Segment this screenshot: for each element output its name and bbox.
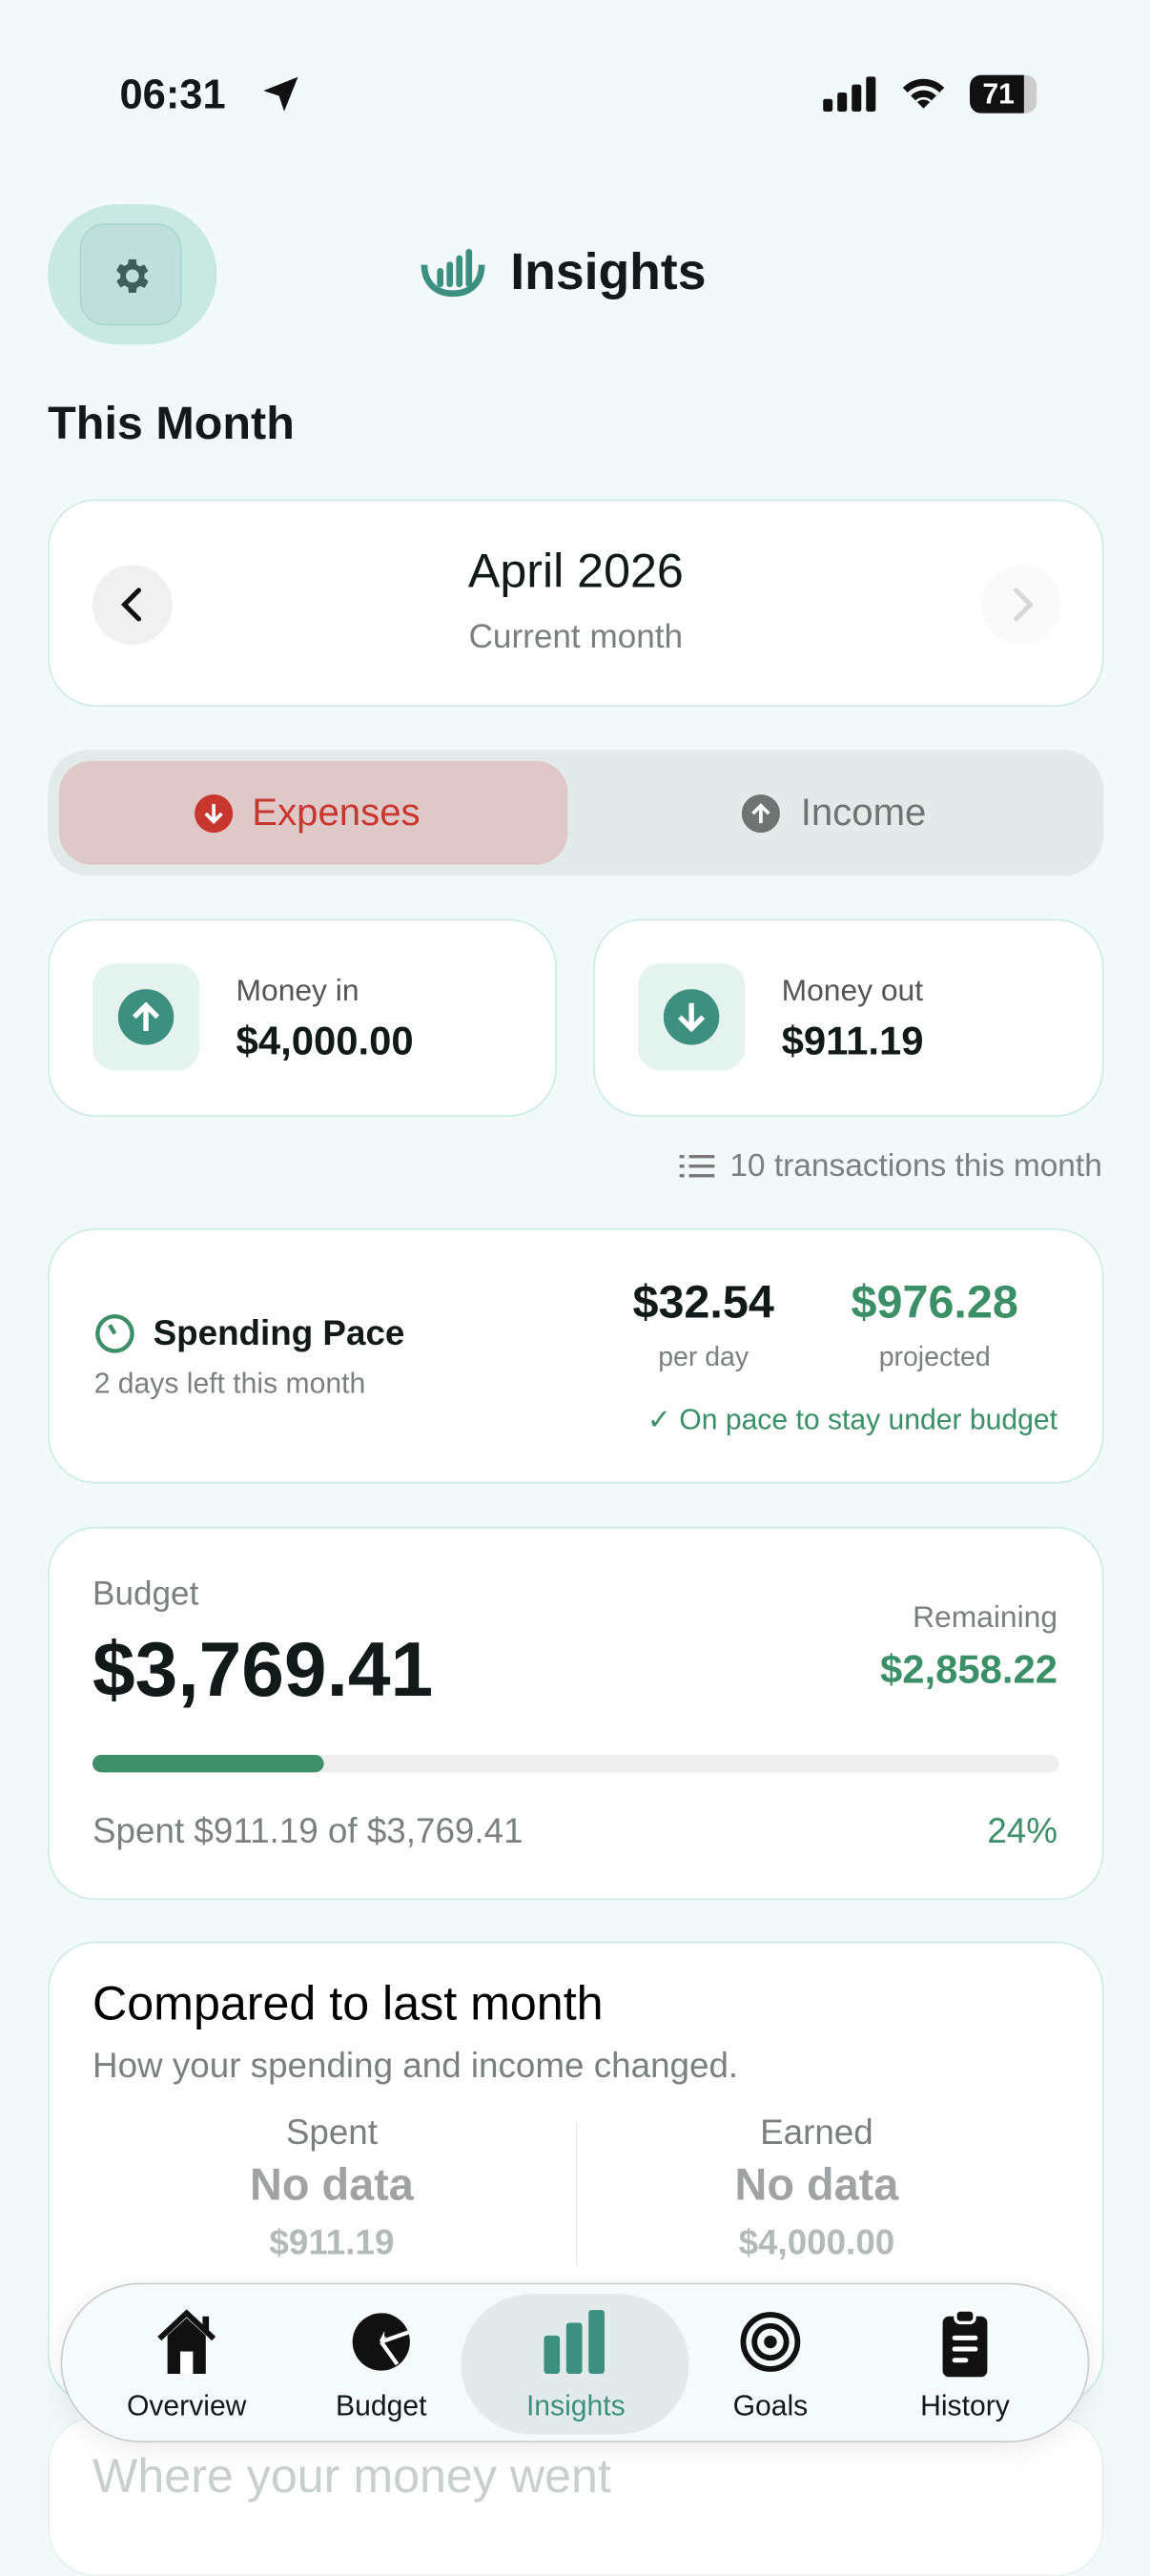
transactions-link[interactable]: 10 transactions this month	[678, 1148, 1102, 1185]
wifi-icon	[902, 78, 945, 109]
chevron-right-icon	[1014, 587, 1035, 622]
arrow-down-circle-icon	[195, 794, 234, 834]
timer-icon	[95, 1314, 134, 1353]
compare-earned-amount: $4,000.00	[738, 2222, 895, 2262]
nav-budget[interactable]: Budget	[285, 2284, 477, 2443]
clipboard-icon	[942, 2308, 988, 2378]
status-time: 06:31	[119, 70, 226, 118]
spending-pace-card: Spending Pace 2 days left this month $32…	[48, 1227, 1104, 1484]
budget-progress-bar	[92, 1754, 1059, 1773]
money-out-label: Money out	[781, 975, 924, 1009]
nav-goals[interactable]: Goals	[675, 2284, 867, 2443]
tab-expenses[interactable]: Expenses	[58, 760, 568, 865]
type-segmented-control: Expenses Income	[48, 750, 1104, 876]
money-in-value: $4,000.00	[236, 1019, 414, 1064]
pace-title: Spending Pace	[153, 1312, 405, 1353]
budget-card: Budget $3,769.41 Remaining $2,858.22 Spe…	[48, 1526, 1104, 1901]
location-icon	[263, 76, 298, 112]
money-in-card: Money in $4,000.00	[48, 918, 557, 1117]
where-money-title: Where your money went	[92, 2450, 611, 2504]
month-selector: April 2026 Current month	[48, 499, 1104, 708]
page-title: Insights	[510, 242, 707, 300]
projected-label: projected	[878, 1341, 991, 1372]
bar-chart-icon	[544, 2310, 605, 2374]
remaining-label: Remaining	[913, 1601, 1058, 1636]
compare-title: Compared to last month	[92, 1978, 604, 2031]
prev-month-button[interactable]	[92, 565, 173, 645]
tab-income[interactable]: Income	[578, 761, 1093, 865]
compare-earned-value: No data	[734, 2159, 899, 2210]
nav-label: Goals	[732, 2389, 809, 2422]
compare-sub: How your spending and income changed.	[92, 2045, 739, 2086]
month-label: April 2026	[467, 546, 684, 599]
arrow-up-circle-icon	[117, 989, 175, 1045]
nav-overview[interactable]: Overview	[91, 2284, 282, 2443]
month-sub: Current month	[468, 619, 684, 656]
battery-level: 71	[982, 77, 1015, 111]
pace-sub: 2 days left this month	[93, 1367, 366, 1399]
budget-percent: 24%	[987, 1810, 1058, 1851]
settings-button[interactable]	[48, 204, 217, 345]
money-out-card: Money out $911.19	[593, 918, 1104, 1117]
tab-income-label: Income	[800, 791, 927, 835]
money-in-label: Money in	[236, 975, 359, 1009]
section-title: This Month	[48, 399, 295, 450]
nav-history[interactable]: History	[870, 2284, 1061, 2443]
compare-spent-value: No data	[250, 2159, 414, 2210]
nav-label: Insights	[525, 2389, 626, 2422]
list-icon	[678, 1155, 714, 1178]
next-month-button[interactable]	[980, 565, 1061, 645]
chevron-left-icon	[120, 587, 142, 622]
screen: 06:31 71 Insights This Month April 2026 …	[48, 70, 1104, 2576]
nav-label: Budget	[336, 2389, 427, 2422]
arrow-up-circle-icon	[741, 794, 780, 834]
budget-progress-fill	[92, 1754, 325, 1773]
remaining-value: $2,858.22	[879, 1647, 1058, 1693]
signal-icon	[823, 76, 876, 113]
transactions-count: 10 transactions this month	[729, 1148, 1102, 1185]
pie-chart-icon	[352, 2313, 410, 2371]
projected-value: $976.28	[851, 1277, 1018, 1329]
insights-logo-icon	[421, 248, 485, 298]
nav-label: Overview	[126, 2389, 247, 2422]
gear-icon	[116, 258, 149, 293]
pace-status: ✓ On pace to stay under budget	[647, 1403, 1058, 1436]
per-day-label: per day	[658, 1341, 750, 1372]
compare-spent-amount: $911.19	[269, 2222, 395, 2262]
money-out-value: $911.19	[781, 1019, 924, 1064]
budget-label: Budget	[92, 1576, 199, 1614]
per-day-value: $32.54	[632, 1277, 774, 1329]
nav-insights[interactable]: Insights	[480, 2284, 671, 2443]
compare-spent-label: Spent	[285, 2112, 379, 2153]
budget-amount: $3,769.41	[92, 1628, 434, 1714]
spent-text: Spent $911.19 of $3,769.41	[92, 1810, 524, 1851]
arrow-down-circle-icon	[663, 989, 720, 1045]
home-icon	[157, 2309, 216, 2374]
target-icon	[740, 2312, 801, 2372]
tab-expenses-label: Expenses	[252, 791, 421, 835]
nav-label: History	[920, 2389, 1010, 2422]
compare-earned-label: Earned	[760, 2112, 873, 2153]
battery-icon: 71	[970, 74, 1037, 113]
tab-bar: Overview Budget Insights Goals History	[60, 2282, 1090, 2443]
